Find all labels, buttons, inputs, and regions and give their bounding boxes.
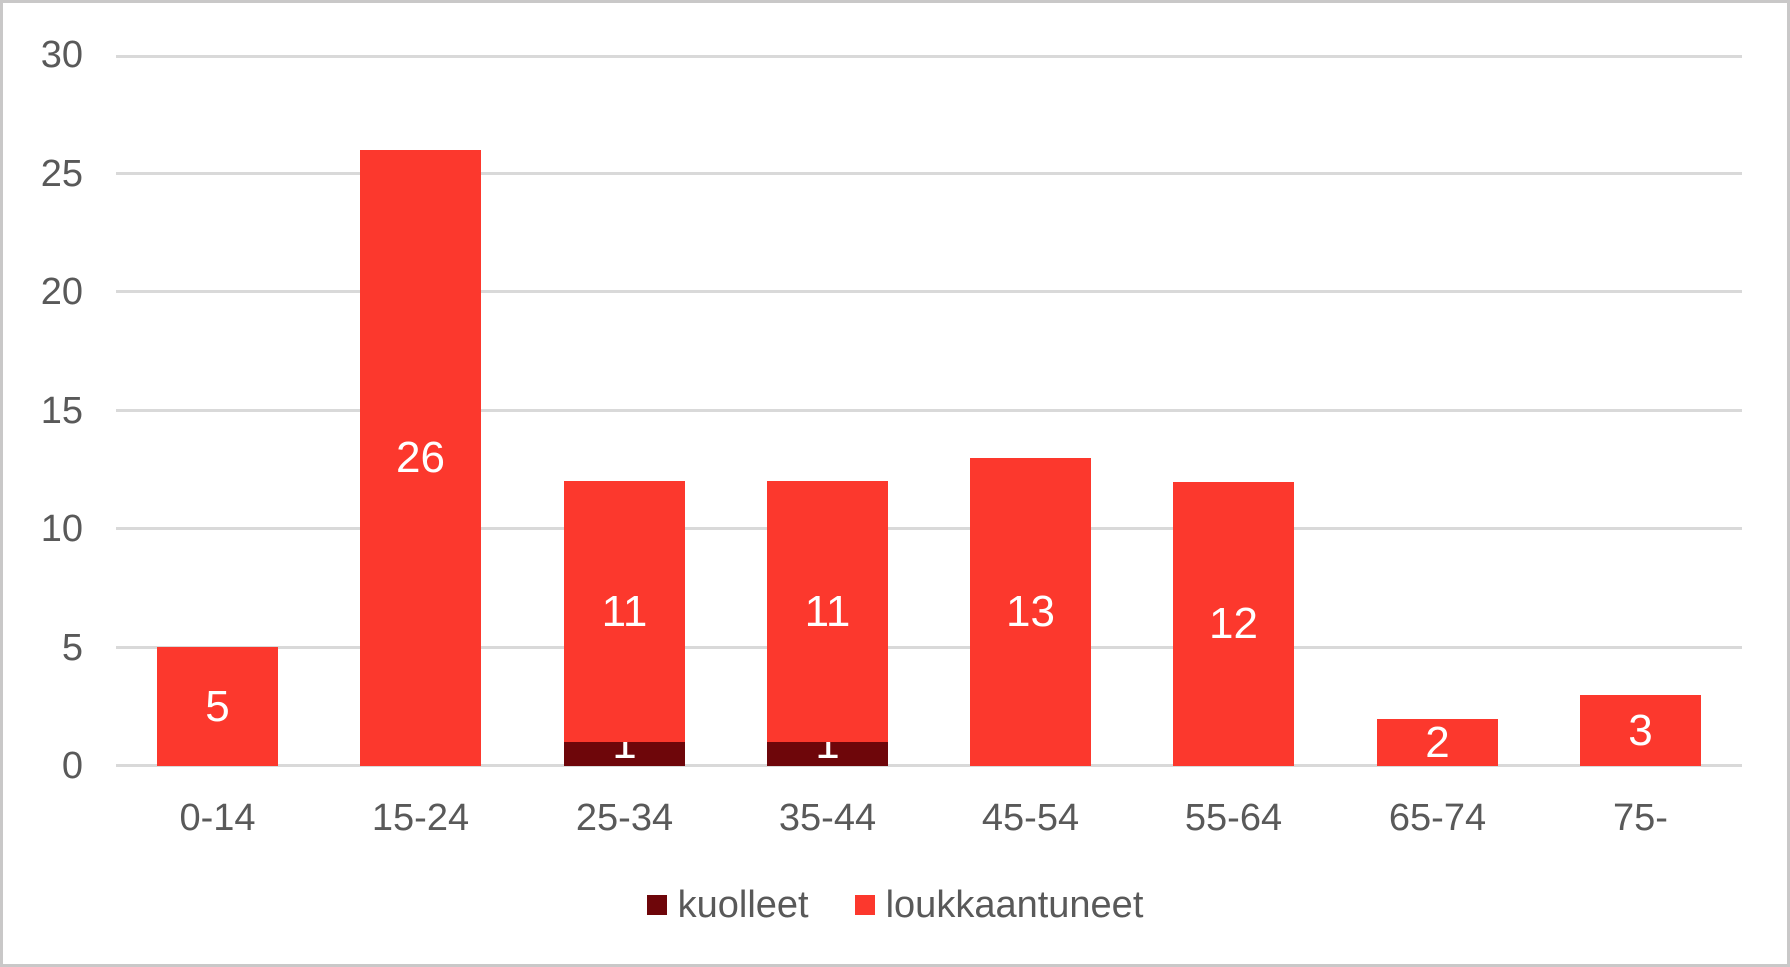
- bar-segment-loukkaantuneet-55-64: 12: [1173, 482, 1294, 766]
- y-tick-label-20: 20: [40, 271, 83, 313]
- bar-segment-loukkaantuneet-0-14: 5: [157, 647, 278, 766]
- bar-segment-loukkaantuneet-75-: 3: [1580, 695, 1701, 766]
- legend-item-kuolleet: kuolleet: [646, 883, 809, 927]
- y-tick-label-15: 15: [40, 390, 83, 432]
- y-axis: 0 5 10 15 20 25 30: [3, 34, 88, 787]
- legend-swatch-kuolleet-icon: [646, 895, 667, 915]
- legend-label-kuolleet: kuolleet: [677, 884, 809, 926]
- gridline-5: [116, 646, 1742, 649]
- bar-segment-loukkaantuneet-45-54: 13: [970, 458, 1091, 766]
- data-label-loukkaantuneet-0-14: 5: [205, 681, 230, 731]
- gridline-30: [116, 55, 1742, 58]
- y-tick-label-5: 5: [61, 627, 83, 669]
- y-tick-label-25: 25: [40, 153, 83, 195]
- bar-segment-loukkaantuneet-65-74: 2: [1377, 719, 1498, 766]
- gridline-10: [116, 527, 1742, 530]
- legend: kuolleet loukkaantuneet: [3, 883, 1787, 927]
- data-label-loukkaantuneet-75-: 3: [1628, 705, 1653, 755]
- data-label-loukkaantuneet-65-74: 2: [1425, 717, 1450, 767]
- data-label-loukkaantuneet-55-64: 12: [1209, 599, 1258, 648]
- x-tick-label-65-74: 65-74: [1388, 797, 1487, 839]
- plot-area: 5 26 1 11 1 11 13 12 2 3: [116, 55, 1742, 767]
- bar-segment-kuolleet-35-44: 1: [767, 722, 888, 766]
- x-tick-label-25-34: 25-34: [575, 797, 674, 839]
- legend-item-loukkaantuneet: loukkaantuneet: [854, 883, 1144, 927]
- x-tick-label-15-24: 15-24: [371, 797, 470, 839]
- x-axis: 0-14 15-24 25-34 35-44 45-54 55-64 65-74 75-: [116, 796, 1742, 842]
- y-tick-label-10: 10: [40, 508, 83, 550]
- y-tick-label-0: 0: [61, 745, 83, 787]
- data-label-loukkaantuneet-45-54: 13: [1006, 587, 1055, 636]
- x-tick-label-0-14: 0-14: [179, 797, 256, 839]
- x-tick-label-55-64: 55-64: [1184, 797, 1283, 839]
- x-tick-label-45-54: 45-54: [981, 797, 1080, 839]
- bar-segment-loukkaantuneet-35-44: 11: [767, 481, 888, 742]
- bar-segment-loukkaantuneet-25-34: 11: [564, 481, 685, 742]
- data-label-loukkaantuneet-35-44: 11: [804, 586, 851, 636]
- legend-swatch-loukkaantuneet-icon: [854, 895, 875, 915]
- gridline-25: [116, 172, 1742, 175]
- gridline-20: [116, 290, 1742, 293]
- gridline-15: [116, 409, 1742, 412]
- data-label-loukkaantuneet-15-24: 26: [396, 433, 445, 482]
- bar-segment-loukkaantuneet-15-24: 26: [360, 150, 481, 766]
- gridline-0: [116, 764, 1742, 767]
- bar-segment-kuolleet-25-34: 1: [564, 722, 685, 766]
- data-label-loukkaantuneet-25-34: 11: [601, 586, 648, 636]
- legend-label-loukkaantuneet: loukkaantuneet: [885, 884, 1144, 926]
- x-tick-label-75-: 75-: [1613, 797, 1668, 839]
- y-tick-label-30: 30: [40, 34, 83, 76]
- x-tick-label-35-44: 35-44: [778, 797, 877, 839]
